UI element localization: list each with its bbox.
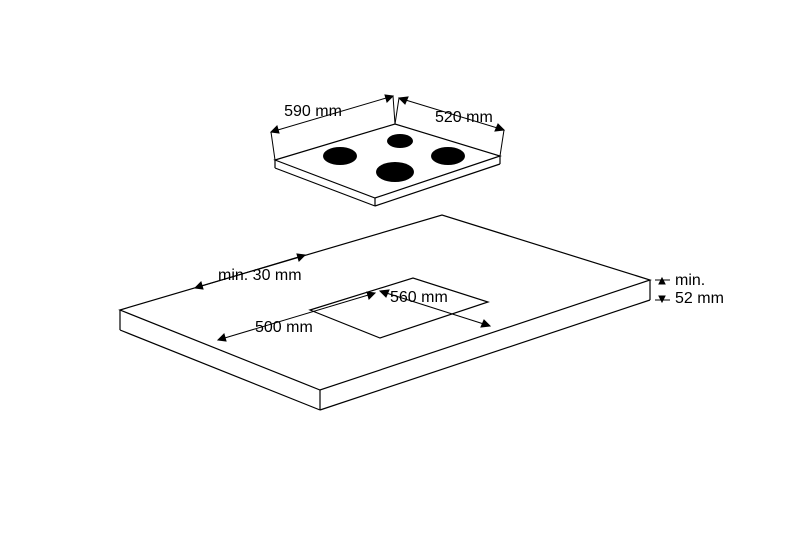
cooktop-top-face [275, 124, 500, 198]
label-thickness-line2: 52 mm [675, 290, 724, 307]
burner-icon [323, 147, 357, 165]
label-clearance: min. 30 mm [218, 267, 302, 284]
counter-cutout [310, 278, 488, 338]
burner-icon [431, 147, 465, 165]
cooktop [275, 124, 500, 206]
label-thickness-line1: min. [675, 272, 705, 289]
burner-icon [387, 134, 413, 148]
label-cutout-depth: 500 mm [255, 319, 313, 336]
label-cooktop-width: 590 mm [284, 103, 342, 120]
countertop [120, 215, 650, 410]
counter-top-face [120, 215, 650, 390]
installation-diagram: 590 mm 520 mm min. 30 mm 500 mm 560 mm m… [0, 0, 800, 533]
label-cutout-width: 560 mm [390, 289, 448, 306]
burner-icon [376, 162, 414, 182]
label-cooktop-depth: 520 mm [435, 109, 493, 126]
dim-thickness [655, 278, 670, 302]
